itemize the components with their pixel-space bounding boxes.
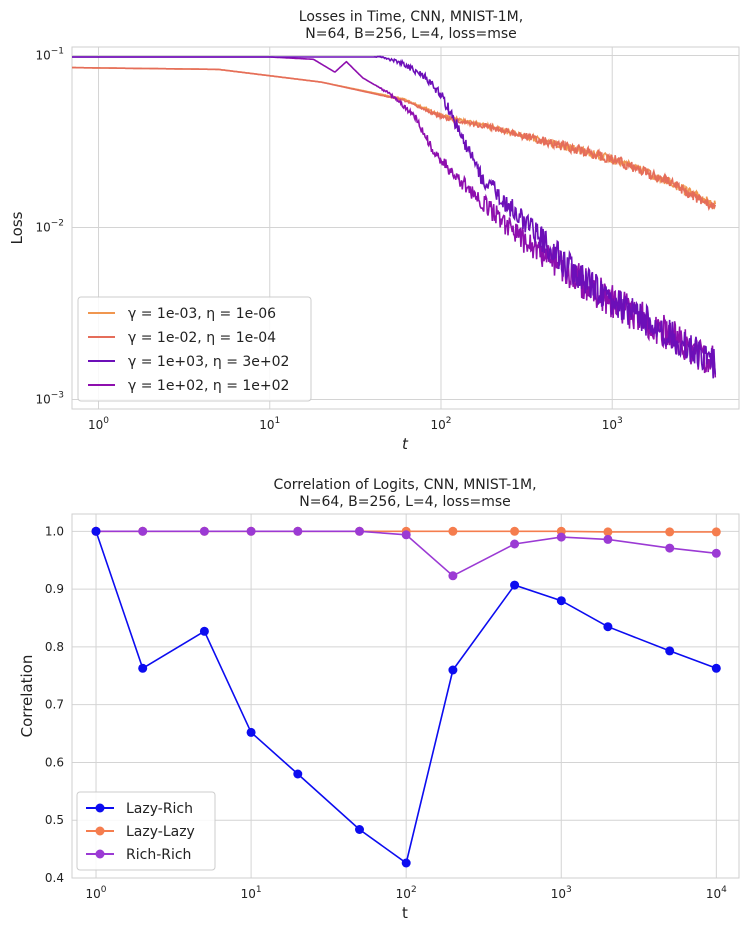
- corr-point-lazy-rich: [510, 580, 520, 590]
- loss-series-line-1: [72, 66, 717, 210]
- corr-point-lazy-rich: [401, 858, 411, 868]
- corr-point-rich-rich: [510, 539, 520, 549]
- corr-point-lazy-rich: [91, 526, 101, 536]
- corr-legend-marker-3: [95, 849, 105, 859]
- corr-point-lazy-rich: [293, 769, 303, 779]
- corr-point-rich-rich: [355, 526, 364, 536]
- corr-y-tick-label: 0.9: [45, 582, 64, 596]
- loss-chart-y-ticks: 10−3 10−2 10−1: [35, 46, 64, 406]
- corr-legend-marker-1: [95, 803, 105, 813]
- corr-x-tick-label: 102: [396, 885, 417, 901]
- loss-series-line-2: [72, 66, 717, 211]
- loss-chart-x-label: t: [402, 435, 409, 453]
- correlation-chart-x-label: t: [402, 904, 408, 922]
- corr-point-lazy-rich: [711, 663, 721, 673]
- corr-point-lazy-rich: [603, 622, 613, 632]
- corr-point-lazy-lazy: [448, 526, 458, 536]
- corr-y-tick-label: 0.8: [45, 640, 64, 654]
- corr-point-rich-rich: [199, 526, 209, 536]
- corr-y-tick-label: 0.5: [45, 813, 64, 827]
- corr-point-lazy-rich: [355, 825, 364, 834]
- corr-point-rich-rich: [665, 543, 675, 553]
- loss-x-tick-label: 103: [602, 416, 623, 432]
- loss-chart-y-label: Loss: [8, 211, 26, 244]
- loss-legend-label-1: γ = 1e-03, η = 1e-06: [128, 306, 276, 322]
- corr-point-lazy-lazy: [510, 526, 520, 536]
- loss-chart-legend: γ = 1e-03, η = 1e-06 γ = 1e-02, η = 1e-0…: [77, 296, 312, 402]
- corr-x-tick-label: 103: [551, 885, 572, 901]
- corr-point-rich-rich: [711, 548, 721, 558]
- corr-point-lazy-rich: [199, 626, 209, 636]
- corr-point-rich-rich: [556, 532, 566, 542]
- corr-point-rich-rich: [293, 526, 303, 536]
- corr-x-tick-label: 100: [86, 885, 107, 901]
- loss-legend-label-3: γ = 1e+03, η = 3e+02: [128, 354, 289, 370]
- corr-legend-label-1: Lazy-Rich: [126, 801, 193, 817]
- correlation-chart-title-line1: Correlation of Logits, CNN, MNIST-1M,: [273, 477, 536, 493]
- loss-chart-x-ticks: 100 101 102 103: [88, 416, 623, 432]
- corr-legend-marker-2: [95, 826, 105, 836]
- loss-chart: Losses in Time, CNN, MNIST-1M, N=64, B=2…: [8, 9, 740, 453]
- corr-point-lazy-rich: [448, 665, 458, 675]
- loss-chart-plot-area: [71, 46, 740, 410]
- corr-point-lazy-lazy: [603, 527, 613, 537]
- correlation-chart-series: [91, 526, 721, 868]
- loss-x-tick-label: 100: [88, 416, 109, 432]
- corr-y-tick-label: 0.7: [45, 698, 64, 712]
- corr-point-lazy-rich: [138, 663, 148, 673]
- corr-point-rich-rich: [401, 530, 411, 540]
- corr-point-lazy-lazy: [665, 527, 675, 537]
- corr-x-tick-label: 101: [241, 885, 262, 901]
- corr-point-rich-rich: [138, 526, 148, 536]
- correlation-chart: Correlation of Logits, CNN, MNIST-1M, N=…: [18, 477, 740, 922]
- corr-y-tick-label: 0.4: [45, 871, 64, 885]
- corr-x-tick-label: 104: [706, 885, 727, 901]
- corr-point-lazy-rich: [556, 596, 566, 606]
- corr-point-lazy-rich: [665, 646, 675, 656]
- loss-x-tick-label: 102: [430, 416, 451, 432]
- corr-legend-label-2: Lazy-Lazy: [126, 824, 195, 840]
- corr-legend-label-3: Rich-Rich: [126, 847, 191, 863]
- correlation-chart-y-ticks: 0.4 0.5 0.6 0.7 0.8 0.9 1.0: [45, 524, 64, 885]
- corr-y-tick-label: 1.0: [45, 524, 64, 538]
- loss-legend-label-4: γ = 1e+02, η = 1e+02: [128, 378, 289, 394]
- correlation-chart-y-label: Correlation: [18, 655, 36, 738]
- corr-point-lazy-rich: [246, 727, 256, 737]
- corr-point-rich-rich: [246, 526, 256, 536]
- loss-x-tick-label: 101: [259, 416, 280, 432]
- correlation-chart-legend: Lazy-Rich Lazy-Lazy Rich-Rich: [76, 791, 216, 871]
- loss-y-tick-label: 10−3: [35, 390, 64, 406]
- loss-y-tick-label: 10−1: [35, 46, 64, 62]
- corr-point-rich-rich: [448, 571, 458, 581]
- loss-y-tick-label: 10−2: [35, 218, 64, 234]
- correlation-chart-x-ticks: 100 101 102 103 104: [86, 885, 728, 901]
- corr-point-rich-rich: [603, 534, 613, 544]
- loss-chart-series: [72, 55, 717, 379]
- loss-legend-label-2: γ = 1e-02, η = 1e-04: [128, 330, 276, 346]
- loss-chart-title-line2: N=64, B=256, L=4, loss=mse: [305, 26, 517, 42]
- corr-y-tick-label: 0.6: [45, 755, 64, 769]
- correlation-chart-title-line2: N=64, B=256, L=4, loss=mse: [299, 494, 511, 510]
- corr-legend-box: [76, 791, 216, 871]
- corr-point-lazy-lazy: [711, 527, 721, 537]
- loss-chart-title-line1: Losses in Time, CNN, MNIST-1M,: [299, 9, 523, 25]
- correlation-chart-plot-area: [71, 513, 740, 879]
- loss-legend-box: [77, 296, 312, 402]
- loss-series-line-3: [72, 55, 717, 379]
